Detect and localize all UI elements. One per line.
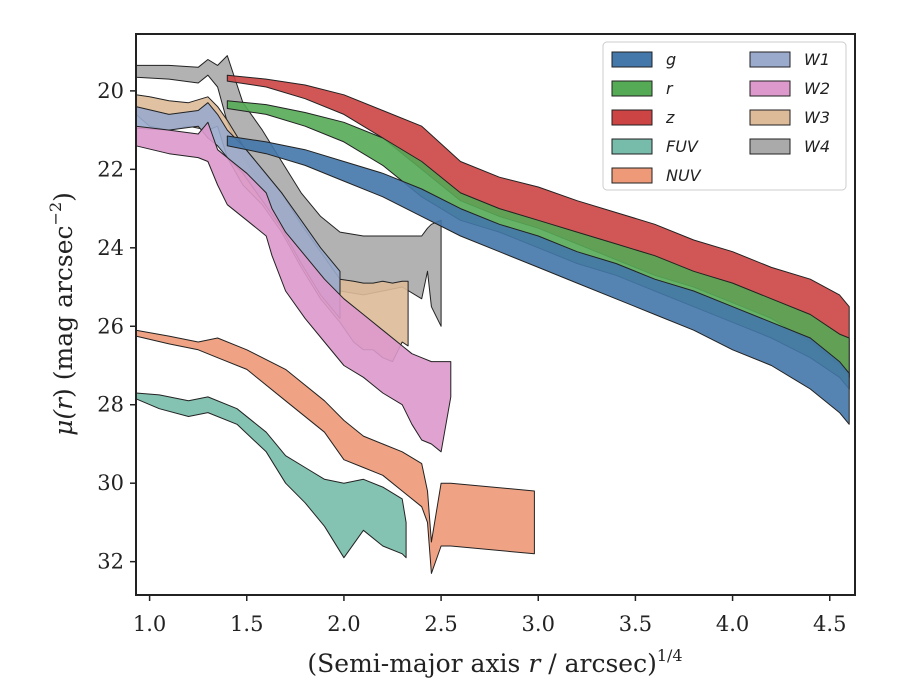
legend: grz FUV NUV W1 W2 W3 W4 [602, 41, 847, 191]
legend-label-nuv: NUV [666, 166, 702, 185]
y-axis: 20 22 24 26 28 30 32 [97, 79, 136, 574]
legend-label-w2: W2 [804, 79, 830, 98]
legend-label-fuv: FUV [666, 137, 699, 156]
band-w2 [135, 121, 452, 453]
legend-swatch-nuv [611, 167, 653, 184]
plot-frame [135, 33, 856, 596]
legend-swatch-g [611, 51, 653, 68]
legend-label-z: z [665, 108, 675, 127]
y-tick-label: 24 [97, 236, 124, 260]
x-tick-label: 2.5 [424, 612, 457, 636]
band-fuv [135, 392, 407, 559]
y-tick-label: 22 [97, 157, 124, 181]
legend-swatch-fuv [611, 138, 653, 155]
band-g [226, 135, 850, 425]
y-tick-label: 28 [97, 393, 124, 417]
legend-swatch-w3 [749, 109, 791, 126]
legend-swatch-w2 [749, 80, 791, 97]
x-tick-label: 1.0 [133, 612, 166, 636]
x-tick-label: 3.5 [619, 612, 652, 636]
x-tick-label: 4.0 [716, 612, 749, 636]
x-tick-label: 3.0 [522, 612, 555, 636]
band-layer [135, 55, 850, 574]
y-tick-label: 30 [97, 471, 124, 495]
legend-swatch-w1 [749, 51, 791, 68]
legend-swatch-z [611, 109, 653, 126]
y-tick-label: 26 [97, 314, 124, 338]
legend-label-r: r [666, 79, 674, 98]
legend-label-w1: W1 [804, 50, 830, 69]
y-axis-label: μ(r) (mag arcsec−2) [46, 192, 78, 436]
legend-label-w4: W4 [804, 137, 830, 156]
legend-swatch-w4 [749, 138, 791, 155]
x-tick-label: 2.0 [327, 612, 360, 636]
y-tick-label: 32 [97, 550, 124, 574]
x-axis: 1.0 1.5 2.0 2.5 3.0 3.5 4.0 4.5 [133, 595, 846, 636]
y-tick-label: 20 [97, 79, 124, 103]
legend-label-w3: W3 [804, 108, 830, 127]
band-nuv [135, 329, 535, 574]
x-tick-label: 1.5 [230, 612, 263, 636]
legend-swatch-r [611, 80, 653, 97]
x-tick-label: 4.5 [813, 612, 846, 636]
x-axis-label: (Semi-major axis r / arcsec)1/4 [307, 646, 682, 678]
legend-label-g: g [666, 50, 676, 69]
